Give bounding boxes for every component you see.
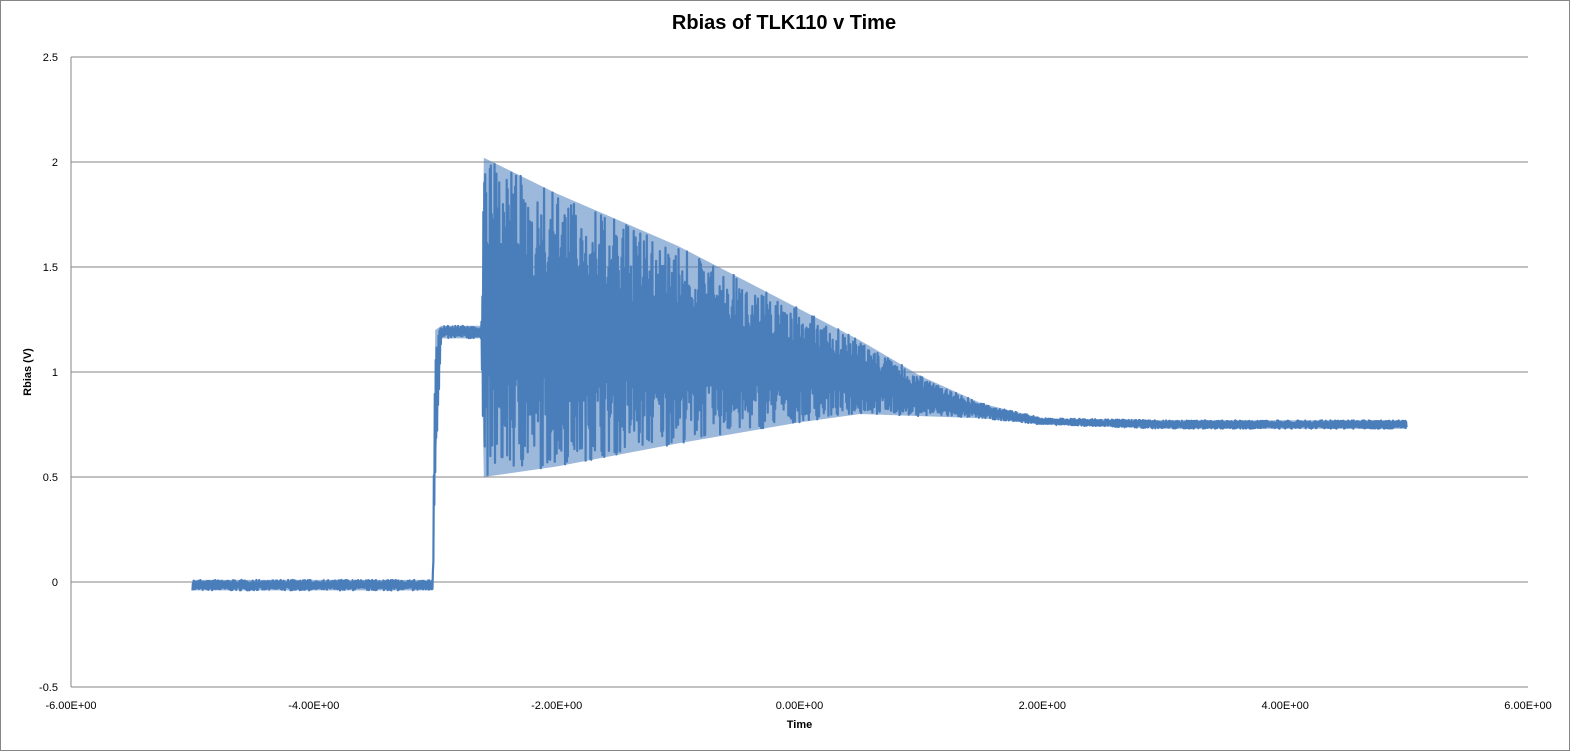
gridlines (70, 56, 1528, 688)
y-tick-label: 1 (52, 367, 58, 379)
x-axis-ticks: -6.00E+00 -4.00E+00 -2.00E+00 0.00E+00 2.00E… (45, 700, 1551, 712)
x-tick-label: 2.00E+00 (1019, 700, 1066, 712)
y-tick-label: 0 (52, 577, 58, 589)
x-tick-label: 4.00E+00 (1261, 700, 1308, 712)
chart-title: Rbias of TLK110 v Time (671, 12, 897, 34)
x-tick-label: -6.00E+00 (45, 700, 96, 712)
y-axis-title: Rbias (V) (22, 348, 34, 396)
y-axis-ticks: -0.5 0 0.5 1 1.5 2 2.5 (39, 52, 58, 694)
x-tick-label: -2.00E+00 (531, 700, 582, 712)
y-tick-label: 2 (52, 157, 58, 169)
x-tick-label: -4.00E+00 (288, 700, 339, 712)
y-tick-label: -0.5 (39, 682, 58, 694)
y-tick-label: 0.5 (43, 472, 58, 484)
series-envelope (192, 157, 1407, 591)
x-tick-label: 0.00E+00 (776, 700, 823, 712)
x-tick-label: 6.00E+00 (1504, 700, 1551, 712)
y-tick-label: 2.5 (43, 52, 58, 64)
y-tick-label: 1.5 (43, 262, 58, 274)
x-axis-title: Time (787, 719, 812, 731)
series-rbias (191, 157, 1408, 592)
